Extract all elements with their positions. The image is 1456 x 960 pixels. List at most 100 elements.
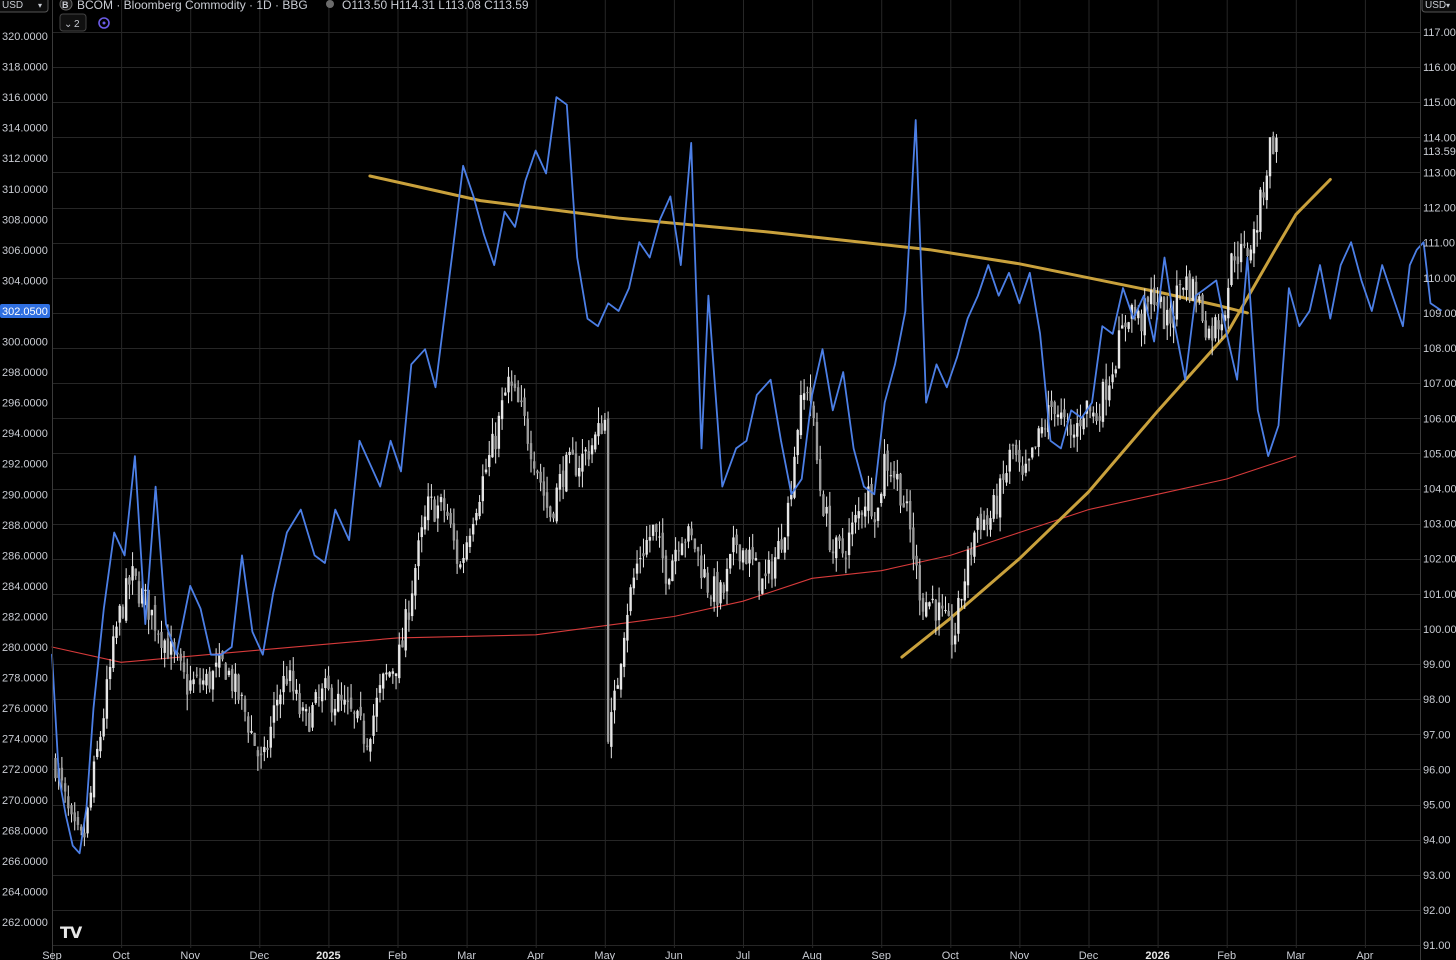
candle [105,665,109,729]
candle [1098,403,1101,432]
candle [552,511,555,523]
candle [648,524,652,553]
candle [128,575,131,600]
candle [667,577,671,590]
candle [561,456,565,500]
candle [693,538,697,553]
candle [767,551,770,584]
candle [860,510,864,529]
candle [616,677,619,689]
candle [1262,181,1265,206]
candle [571,437,574,455]
left-axis[interactable]: 320.0000 318.0000 316.0000 314.0000 312.0000… [2,31,48,929]
candle [664,549,668,595]
candle [1111,362,1114,389]
candle [594,431,597,453]
candle [211,669,215,702]
candle [844,550,848,574]
candle [1027,458,1031,472]
right-tick-label: 96.00 [1423,764,1451,776]
right-axis[interactable]: 117.00 116.00 115.00 114.00 113.00 112.00 111.… [1423,27,1456,952]
refresh-icon[interactable] [98,17,110,29]
candle [292,657,295,701]
candle [1275,134,1278,163]
candle [317,684,321,707]
left-tick-label: 306.0000 [2,245,48,257]
candle [185,658,189,711]
candle [905,489,909,512]
candle [1236,241,1240,280]
chevron-down-icon: ▾ [38,1,42,10]
candle [818,445,822,497]
candle [735,528,738,554]
candle [1002,460,1005,494]
candle [1204,311,1207,341]
candle [333,699,337,726]
candle [1005,465,1008,486]
candle [880,492,883,507]
candle [857,497,860,530]
candle [986,508,989,537]
candle [394,673,398,690]
candle [118,604,121,636]
candle [330,684,333,722]
candle [63,777,67,803]
candle [1101,378,1105,428]
right-tick-label: 117.00 [1423,27,1456,39]
candle [391,668,395,684]
candle [459,561,462,570]
candle [385,663,388,681]
candle [1085,400,1089,428]
left-tick-label: 262.0000 [2,917,48,929]
candle [921,592,925,621]
left-tick-label: 278.0000 [2,673,48,685]
candle [304,704,308,726]
candle [1175,270,1179,327]
candle [1069,419,1073,449]
candle [786,496,790,550]
indicators-toggle[interactable]: ⌄ 2 [59,13,87,32]
candle [838,534,841,549]
left-tick-label: 290.0000 [2,489,48,501]
left-tick-label: 308.0000 [2,214,48,226]
time-tick-label: Apr [1356,950,1373,960]
candles [54,131,1278,847]
candle [86,806,89,838]
moving-average-path [51,455,1297,663]
candle [1079,404,1082,440]
currency-selector-right[interactable]: USD ▾ [1421,0,1456,13]
candle [1185,265,1188,302]
left-tick-label: 296.0000 [2,398,48,410]
candle [1037,425,1040,457]
candle [854,504,857,534]
right-tick-label: 112.00 [1423,203,1456,215]
candle [234,663,237,705]
candle [915,544,918,580]
left-tick-label: 270.0000 [2,795,48,807]
right-tick-label: 107.00 [1423,378,1456,390]
candle [542,467,546,511]
candle [870,477,873,520]
left-tick-label: 282.0000 [2,611,48,623]
candle [153,596,157,642]
candle [198,667,202,693]
symbol-header[interactable]: B BCOM · Bloomberg Commodity · 1D · BBG … [59,0,529,12]
left-tick-label: 284.0000 [2,581,48,593]
candle [529,430,533,473]
comparison-path [51,96,1442,855]
candle [587,440,591,467]
candle [1050,390,1053,421]
time-axis[interactable]: Sep Oct Nov Dec 2025 Feb Mar Apr May Jun Jul Aug Sep… [42,950,1374,960]
candle [349,684,353,712]
candle [150,609,154,630]
candle [680,537,684,556]
currency-selector-left[interactable]: USD ▾ [0,0,49,13]
candle [157,630,160,644]
candle [577,455,581,488]
candle [160,620,163,660]
candle [253,732,256,746]
candle [449,508,452,528]
symbol-badge-letter: B [62,0,69,10]
candle [410,580,414,622]
